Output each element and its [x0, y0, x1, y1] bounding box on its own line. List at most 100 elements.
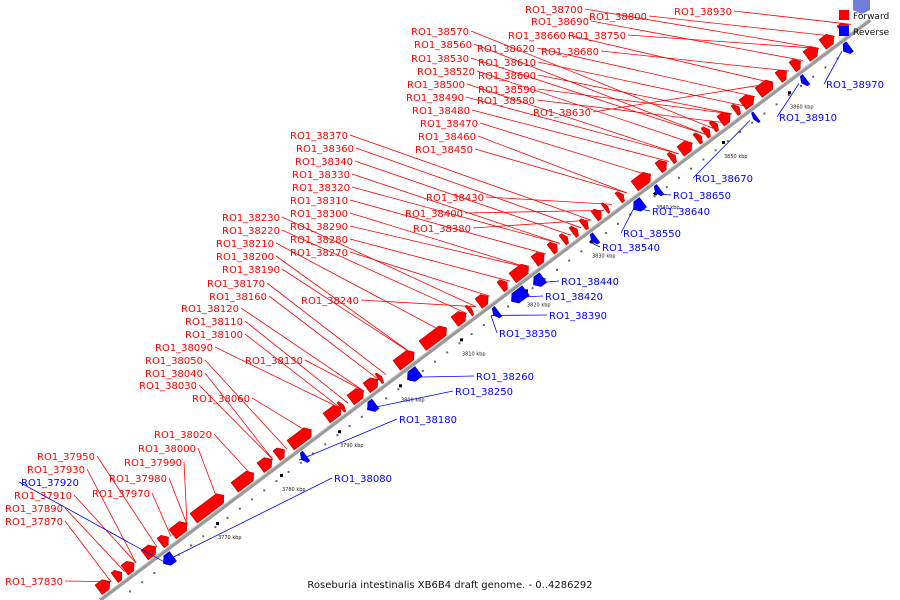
forward-gene-label[interactable]: RO1_37990 [124, 458, 182, 469]
gene-reverse[interactable] [298, 450, 311, 464]
gene-forward[interactable] [120, 558, 138, 576]
reverse-gene-label[interactable]: RO1_38650 [673, 191, 731, 202]
reverse-gene-label[interactable]: RO1_38180 [399, 415, 457, 426]
gene-reverse[interactable] [750, 111, 761, 124]
forward-gene-label[interactable]: RO1_38620 [477, 44, 535, 55]
gene-forward[interactable] [450, 308, 469, 327]
gene-forward[interactable] [754, 77, 777, 98]
gene-reverse[interactable] [588, 232, 601, 246]
gene-forward[interactable] [788, 56, 804, 73]
forward-gene-label[interactable]: RO1_38470 [420, 119, 478, 130]
forward-gene-label[interactable]: RO1_38450 [415, 145, 473, 156]
reverse-gene-label[interactable]: RO1_38440 [561, 277, 619, 288]
gene-forward[interactable] [558, 232, 571, 246]
forward-gene-label[interactable]: RO1_38170 [207, 279, 265, 290]
forward-gene-label[interactable]: RO1_38560 [414, 40, 472, 51]
reverse-gene-label[interactable]: RO1_38260 [476, 372, 534, 383]
gene-forward[interactable] [578, 217, 591, 231]
forward-gene-label[interactable]: RO1_37970 [92, 489, 150, 500]
gene-forward[interactable] [189, 491, 228, 524]
gene-forward[interactable] [546, 240, 561, 255]
reverse-gene-label[interactable]: RO1_38540 [602, 243, 660, 254]
forward-gene-label[interactable]: RO1_38370 [290, 131, 348, 142]
gene-forward[interactable] [590, 207, 605, 222]
forward-gene-label[interactable]: RO1_38570 [411, 27, 469, 38]
forward-gene-label[interactable]: RO1_38130 [245, 356, 303, 367]
forward-gene-label[interactable]: RO1_38490 [406, 93, 464, 104]
forward-gene-label[interactable]: RO1_38120 [181, 304, 239, 315]
forward-gene-label[interactable]: RO1_38430 [426, 193, 484, 204]
forward-gene-label[interactable]: RO1_37870 [5, 517, 63, 528]
forward-gene-label[interactable]: RO1_37830 [5, 577, 63, 588]
forward-gene-label[interactable]: RO1_38230 [222, 213, 280, 224]
forward-gene-label[interactable]: RO1_38210 [216, 239, 274, 250]
forward-gene-label[interactable]: RO1_38300 [290, 209, 348, 220]
gene-forward[interactable] [600, 201, 611, 214]
forward-gene-label[interactable]: RO1_38090 [155, 343, 213, 354]
forward-gene-label[interactable]: RO1_38320 [292, 183, 350, 194]
gene-forward[interactable] [256, 455, 275, 473]
gene-reverse[interactable] [798, 74, 811, 88]
forward-gene-label[interactable]: RO1_38040 [145, 369, 203, 380]
gene-forward[interactable] [654, 157, 670, 174]
forward-gene-label[interactable]: RO1_38930 [674, 7, 732, 18]
gene-forward[interactable] [568, 224, 581, 238]
forward-gene-label[interactable]: RO1_38280 [290, 235, 348, 246]
forward-gene-label[interactable]: RO1_38500 [407, 80, 465, 91]
gene-forward[interactable] [708, 119, 721, 133]
forward-gene-label[interactable]: RO1_38630 [533, 108, 591, 119]
forward-gene-label[interactable]: RO1_38660 [508, 31, 566, 42]
forward-gene-label[interactable]: RO1_38360 [296, 144, 354, 155]
forward-gene-label[interactable]: RO1_38750 [568, 31, 626, 42]
forward-gene-label[interactable]: RO1_37890 [5, 504, 63, 515]
scroll-marker[interactable] [853, 0, 870, 14]
forward-gene-label[interactable]: RO1_38270 [290, 248, 348, 259]
forward-gene-label[interactable]: RO1_38480 [412, 106, 470, 117]
gene-reverse[interactable] [404, 366, 423, 384]
gene-forward[interactable] [464, 304, 475, 317]
forward-gene-label[interactable]: RO1_38200 [216, 252, 274, 263]
forward-gene-label[interactable]: RO1_38000 [138, 444, 196, 455]
gene-forward[interactable] [392, 347, 418, 371]
forward-gene-label[interactable]: RO1_37980 [109, 474, 167, 485]
forward-gene-label[interactable]: RO1_37930 [27, 465, 85, 476]
forward-gene-label[interactable]: RO1_38530 [411, 54, 469, 65]
gene-forward[interactable] [818, 31, 837, 50]
reverse-gene-label[interactable]: RO1_38080 [334, 474, 392, 485]
forward-gene-label[interactable]: RO1_38220 [222, 226, 280, 237]
gene-forward[interactable] [418, 323, 450, 351]
forward-gene-label[interactable]: RO1_38460 [418, 132, 476, 143]
gene-forward[interactable] [346, 386, 367, 406]
reverse-gene-label[interactable]: RO1_38550 [623, 229, 681, 240]
forward-gene-label[interactable]: RO1_38610 [478, 58, 536, 69]
reverse-gene-label[interactable]: RO1_38390 [549, 311, 607, 322]
reverse-gene-label[interactable]: RO1_38420 [545, 292, 603, 303]
forward-gene-label[interactable]: RO1_38100 [185, 330, 243, 341]
gene-forward[interactable] [362, 375, 381, 394]
forward-gene-label[interactable]: RO1_38680 [541, 47, 599, 58]
reverse-gene-label[interactable]: RO1_37920 [21, 478, 79, 489]
gene-forward[interactable] [94, 577, 113, 595]
forward-gene-label[interactable]: RO1_38800 [589, 12, 647, 23]
gene-forward[interactable] [496, 277, 511, 293]
gene-forward[interactable] [676, 138, 695, 157]
forward-gene-label[interactable]: RO1_38050 [145, 356, 203, 367]
forward-gene-label[interactable]: RO1_38160 [209, 292, 267, 303]
forward-gene-label[interactable]: RO1_38190 [222, 265, 280, 276]
forward-gene-label[interactable]: RO1_38330 [292, 170, 350, 181]
forward-gene-label[interactable]: RO1_37910 [14, 491, 72, 502]
gene-forward[interactable] [474, 292, 492, 309]
reverse-gene-label[interactable]: RO1_38350 [499, 329, 557, 340]
forward-gene-label[interactable]: RO1_38110 [185, 317, 243, 328]
gene-forward[interactable] [666, 151, 679, 165]
forward-gene-label[interactable]: RO1_38600 [478, 71, 536, 82]
gene-forward[interactable] [374, 372, 385, 385]
gene-reverse[interactable] [652, 184, 665, 198]
forward-gene-label[interactable]: RO1_38400 [405, 209, 463, 220]
forward-gene-label[interactable]: RO1_38240 [301, 296, 359, 307]
gene-forward[interactable] [156, 532, 172, 549]
gene-forward[interactable] [336, 400, 347, 413]
forward-gene-label[interactable]: RO1_38020 [154, 430, 212, 441]
gene-forward[interactable] [630, 169, 654, 192]
gene-forward[interactable] [508, 261, 532, 284]
